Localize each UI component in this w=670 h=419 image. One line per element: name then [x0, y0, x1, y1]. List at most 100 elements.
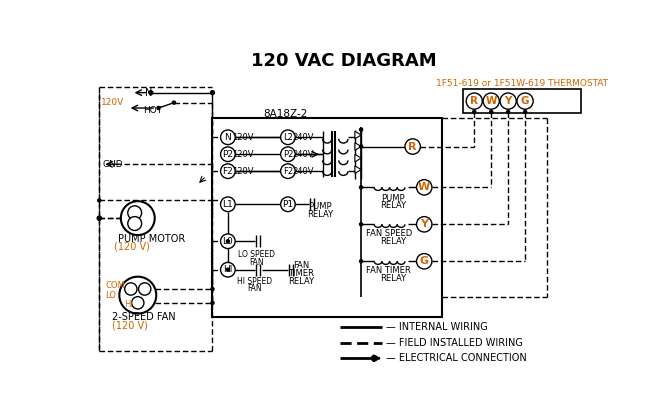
Text: FAN: FAN: [249, 258, 264, 266]
Text: FAN: FAN: [293, 261, 309, 270]
Text: HI SPEED: HI SPEED: [237, 277, 273, 286]
Circle shape: [131, 297, 144, 309]
Text: LO SPEED: LO SPEED: [238, 250, 275, 259]
Circle shape: [121, 201, 155, 235]
Circle shape: [417, 253, 432, 269]
Circle shape: [360, 145, 362, 148]
Circle shape: [97, 216, 101, 220]
Text: 120V: 120V: [232, 133, 254, 142]
Text: W: W: [486, 96, 497, 106]
Text: HOT: HOT: [143, 106, 162, 115]
Text: 1F51-619 or 1F51W-619 THERMOSTAT: 1F51-619 or 1F51W-619 THERMOSTAT: [436, 79, 608, 88]
Circle shape: [139, 283, 151, 295]
Polygon shape: [355, 131, 361, 139]
Text: 120V: 120V: [232, 167, 254, 176]
Text: N: N: [224, 133, 231, 142]
Text: (120 V): (120 V): [112, 320, 148, 330]
Text: P2: P2: [283, 150, 293, 159]
Text: — INTERNAL WIRING: — INTERNAL WIRING: [386, 323, 488, 333]
Text: HI: HI: [223, 265, 232, 274]
Text: L1: L1: [222, 200, 233, 209]
Text: R: R: [470, 96, 478, 106]
Circle shape: [157, 106, 160, 110]
Circle shape: [211, 301, 214, 304]
Circle shape: [220, 164, 235, 178]
Circle shape: [490, 110, 492, 114]
Circle shape: [500, 93, 517, 109]
Text: G: G: [419, 256, 429, 266]
Circle shape: [360, 186, 362, 189]
Text: P1: P1: [282, 200, 293, 209]
Circle shape: [483, 93, 499, 109]
Circle shape: [281, 147, 295, 162]
Text: HI: HI: [124, 300, 133, 309]
Text: 120V: 120V: [232, 150, 254, 159]
Text: LO: LO: [105, 291, 117, 300]
Text: FAN: FAN: [247, 285, 262, 293]
Text: FAN SPEED: FAN SPEED: [366, 229, 412, 238]
Text: 8A18Z-2: 8A18Z-2: [263, 109, 308, 119]
Text: L2: L2: [283, 133, 293, 142]
Circle shape: [281, 197, 295, 212]
Text: 2-SPEED FAN: 2-SPEED FAN: [113, 313, 176, 323]
Polygon shape: [355, 143, 361, 150]
Circle shape: [405, 139, 420, 154]
Text: 120V: 120V: [100, 98, 124, 107]
Circle shape: [417, 217, 432, 232]
Text: TIMER: TIMER: [288, 269, 314, 278]
Circle shape: [220, 147, 235, 162]
Text: W: W: [418, 182, 430, 192]
Circle shape: [226, 240, 229, 243]
Circle shape: [360, 128, 362, 131]
Text: (120 V): (120 V): [114, 242, 149, 252]
Circle shape: [220, 262, 235, 277]
Circle shape: [125, 283, 137, 295]
Circle shape: [371, 356, 377, 361]
Text: 240V: 240V: [293, 133, 314, 142]
Text: G: G: [521, 96, 529, 106]
Circle shape: [220, 197, 235, 212]
Circle shape: [360, 260, 362, 263]
Text: RELAY: RELAY: [381, 237, 407, 246]
Text: R: R: [409, 142, 417, 152]
Text: PUMP: PUMP: [308, 202, 332, 211]
Text: COM: COM: [105, 281, 125, 290]
Text: 240V: 240V: [293, 150, 314, 159]
Circle shape: [149, 91, 153, 95]
Text: Y: Y: [420, 219, 428, 229]
Text: PUMP MOTOR: PUMP MOTOR: [118, 234, 185, 244]
Text: F2: F2: [283, 167, 293, 176]
Text: FAN TIMER: FAN TIMER: [366, 266, 411, 275]
Text: Y: Y: [505, 96, 512, 106]
Circle shape: [517, 93, 533, 109]
Circle shape: [226, 268, 229, 271]
Text: F2: F2: [222, 167, 233, 176]
Text: L0: L0: [222, 237, 233, 246]
Circle shape: [119, 277, 156, 313]
Text: RELAY: RELAY: [288, 277, 314, 286]
Circle shape: [507, 110, 510, 114]
Circle shape: [97, 216, 101, 220]
Circle shape: [210, 91, 214, 95]
Circle shape: [281, 130, 295, 145]
Circle shape: [523, 110, 527, 114]
Polygon shape: [355, 154, 361, 162]
Text: PUMP: PUMP: [382, 194, 405, 203]
Polygon shape: [355, 166, 361, 173]
Text: RELAY: RELAY: [381, 274, 407, 283]
Circle shape: [128, 206, 141, 220]
Circle shape: [98, 199, 100, 202]
Circle shape: [360, 223, 362, 226]
Text: GND: GND: [103, 160, 123, 169]
Text: P2: P2: [222, 150, 233, 159]
Circle shape: [220, 234, 235, 248]
Circle shape: [466, 93, 482, 109]
Circle shape: [211, 287, 214, 290]
Circle shape: [281, 164, 295, 178]
Text: RELAY: RELAY: [381, 201, 407, 210]
Text: 240V: 240V: [293, 167, 314, 176]
Circle shape: [473, 110, 476, 114]
Circle shape: [220, 130, 235, 145]
Text: RELAY: RELAY: [308, 210, 334, 219]
Text: 120 VAC DIAGRAM: 120 VAC DIAGRAM: [251, 52, 436, 70]
